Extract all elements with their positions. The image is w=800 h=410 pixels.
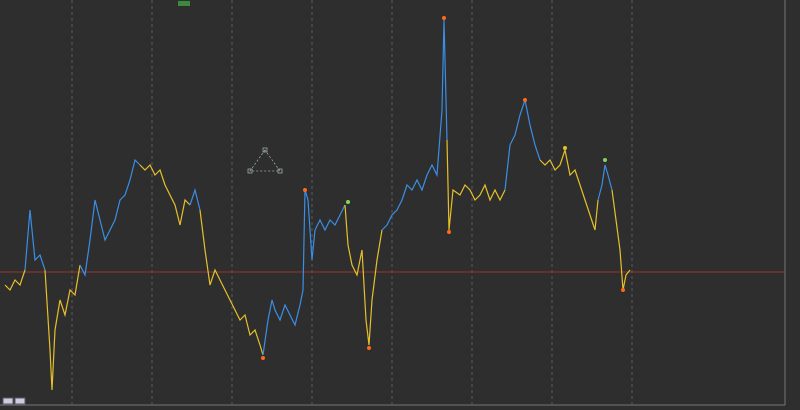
signal-dot — [346, 200, 350, 204]
price-segment — [597, 164, 613, 201]
price-segment — [262, 189, 346, 356]
price-segment — [446, 139, 506, 231]
signal-dot — [523, 98, 527, 102]
status-badge — [178, 1, 190, 6]
signal-dot — [261, 356, 265, 360]
price-segment — [4, 269, 26, 292]
button[interactable] — [2, 397, 14, 405]
button[interactable] — [14, 397, 26, 405]
price-segment — [24, 209, 46, 271]
price-segment — [189, 187, 201, 211]
signal-dot — [603, 158, 607, 162]
price-segment — [44, 264, 81, 391]
price-segment — [344, 204, 383, 346]
price-segment — [199, 209, 264, 356]
signal-dot — [621, 288, 625, 292]
price-segment — [611, 189, 631, 291]
signal-dot — [367, 346, 371, 350]
signal-dot — [563, 146, 567, 150]
triangle-handle — [262, 147, 268, 153]
signal-dot — [303, 188, 307, 192]
price-segment — [79, 158, 141, 277]
price-segment — [139, 163, 191, 226]
price-segment — [539, 147, 599, 231]
plot-area — [0, 0, 785, 405]
price-segment — [381, 19, 448, 231]
triangle-handle — [247, 168, 253, 174]
triangle-handle — [277, 168, 283, 174]
triangle-object — [247, 147, 283, 174]
signal-dot — [447, 230, 451, 234]
price-segment — [504, 97, 541, 191]
triangle-outline — [249, 149, 281, 172]
signal-dot — [442, 16, 446, 20]
